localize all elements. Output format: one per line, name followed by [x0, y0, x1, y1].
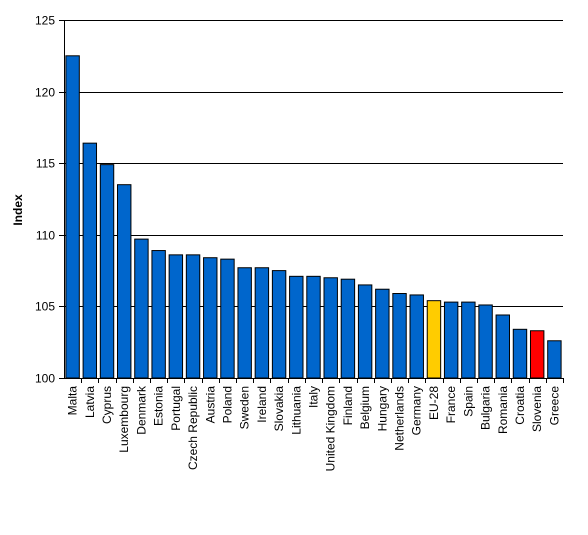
bar-malta — [65, 55, 80, 379]
x-tick-label: Cyprus — [100, 386, 114, 424]
bar-france — [443, 301, 459, 379]
x-tick-label: EU-28 — [427, 386, 441, 420]
bar-finland — [340, 278, 356, 379]
bar-ireland — [254, 267, 270, 379]
x-tick-label: Slovakia — [272, 386, 286, 432]
x-tick-label: Poland — [220, 386, 234, 423]
bar-greece — [547, 340, 562, 379]
x-tick-label: Spain — [461, 386, 475, 417]
x-tick-label: Latvia — [83, 386, 97, 418]
bar-slovakia — [271, 270, 287, 379]
x-tick-label: United Kingdom — [324, 386, 338, 471]
bar-luxembourg — [117, 184, 132, 379]
x-tick-label: Sweden — [238, 386, 252, 429]
y-tick-labels: 100 105 110 115 120 125 — [35, 14, 64, 386]
y-tick-label: 120 — [35, 86, 55, 100]
bar-hungary — [375, 288, 390, 379]
bar-cyprus — [99, 164, 115, 379]
y-tick-label: 110 — [36, 229, 55, 243]
bar-lithuania — [289, 275, 304, 379]
y-tick-label: 105 — [35, 300, 55, 314]
bar-romania — [495, 314, 510, 379]
x-tick-label: Estonia — [152, 386, 166, 426]
x-tick-label: Ireland — [255, 386, 269, 423]
y-axis-label: Index — [11, 194, 25, 226]
bar-united-kingdom — [323, 277, 338, 379]
x-tick-label: Slovenia — [530, 386, 544, 432]
bar-austria — [203, 257, 218, 379]
bar-bulgaria — [478, 304, 493, 379]
x-tick-label: Greece — [547, 386, 561, 426]
x-tick-label: France — [444, 386, 458, 424]
bar-estonia — [151, 250, 166, 379]
y-tick-label: 125 — [35, 14, 55, 28]
x-tick-label: Romania — [496, 386, 510, 434]
bar-netherlands — [392, 293, 407, 379]
x-tick-label: Hungary — [375, 386, 389, 431]
bar-eu-28 — [426, 300, 442, 379]
bar-czech-republic — [185, 254, 201, 379]
x-tick-label: Denmark — [134, 385, 148, 435]
x-tick-label: Finland — [341, 386, 355, 425]
x-tick-label: Lithuania — [289, 386, 303, 435]
x-tick-label: Bulgaria — [479, 386, 493, 430]
x-tick-label: Italy — [307, 386, 321, 408]
bar-denmark — [134, 238, 149, 379]
x-tick-label: Luxembourg — [117, 386, 131, 453]
bar-slovenia — [529, 330, 545, 379]
x-tick-label: Germany — [410, 386, 424, 435]
bars — [65, 55, 562, 379]
axes — [64, 20, 563, 379]
y-tick-label: 100 — [35, 372, 55, 386]
x-tick-label: Austria — [203, 386, 217, 424]
bar-spain — [461, 301, 476, 379]
x-tick-label: Portugal — [169, 386, 183, 431]
y-tick-label: 115 — [36, 157, 55, 171]
bar-portugal — [168, 254, 184, 379]
bar-sweden — [237, 267, 252, 379]
x-tick-label: Czech Republic — [186, 386, 200, 470]
x-tick-label: Croatia — [513, 386, 527, 425]
x-tick-labels: Malta Latvia Cyprus Luxembourg Denmark Estoni… — [66, 378, 564, 471]
bar-latvia — [82, 142, 98, 379]
bar-croatia — [512, 328, 528, 379]
bar-poland — [220, 258, 235, 379]
bar-italy — [306, 275, 321, 379]
x-tick-label: Belgium — [358, 386, 372, 429]
x-tick-label: Malta — [66, 386, 80, 416]
bar-belgium — [357, 284, 373, 379]
bar-germany — [409, 294, 424, 379]
x-tick-label: Netherlands — [393, 386, 407, 451]
